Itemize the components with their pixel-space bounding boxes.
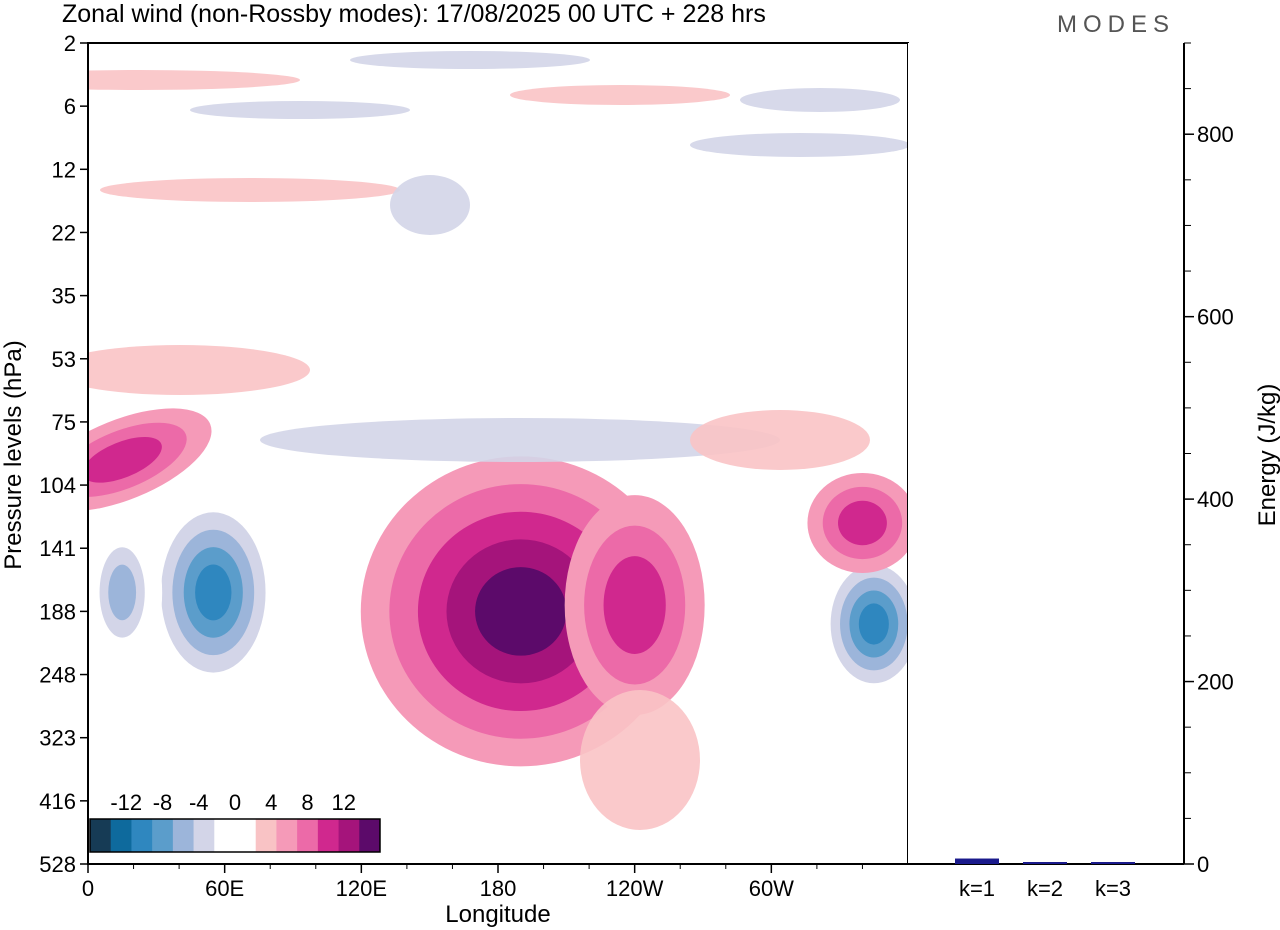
x-axis-label: Longitude	[445, 901, 550, 928]
y-tick-label: 75	[52, 410, 76, 435]
colorbar-swatch	[317, 819, 340, 852]
colorbar-label: 4	[265, 790, 277, 815]
y-tick-label: 141	[39, 536, 76, 561]
y-axis: 2 6 12 22 35 53 75 104 141 188 248 323 416 528	[39, 31, 88, 877]
contour-band	[108, 564, 137, 621]
wind-feature	[811, 539, 908, 709]
y-axis-label: Pressure levels (hPa)	[0, 340, 27, 569]
colorbar: -12 -8 -4 0 4 8 12	[89, 790, 381, 853]
contour-streak	[350, 51, 590, 69]
colorbar-swatch	[255, 819, 277, 852]
colorbar-label: -12	[110, 790, 142, 815]
x-tick-label: 60E	[205, 876, 244, 901]
contour-band	[88, 436, 162, 483]
colorbar-swatch	[90, 819, 112, 852]
x-tick-label: 120E	[336, 876, 387, 901]
y-tick-label: 6	[64, 94, 76, 119]
energy-panel: 0 200 400 600 800 k=1 k=2 k=3	[908, 42, 1234, 901]
energy-bar	[955, 858, 999, 864]
energy-tick-label: 400	[1197, 487, 1234, 512]
energy-tick-label: 200	[1197, 670, 1234, 695]
colorbar-swatch	[193, 819, 215, 852]
contour-band	[603, 556, 666, 654]
energy-tick-label: 800	[1197, 122, 1234, 147]
y-tick-label: 323	[39, 726, 76, 751]
y-tick-label: 188	[39, 599, 76, 624]
colorbar-swatch	[359, 819, 381, 852]
colorbar-frame	[89, 818, 381, 853]
modes-logo: MODES	[1057, 11, 1175, 38]
contour-band	[858, 603, 889, 645]
energy-bar-label: k=2	[1027, 876, 1063, 901]
colorbar-swatch	[235, 819, 257, 852]
colorbar-label: 12	[332, 790, 356, 815]
contour-streak	[390, 175, 470, 235]
colorbar-label: 0	[229, 790, 241, 815]
contour-band	[838, 500, 887, 546]
contour-streak	[190, 101, 410, 119]
chart-title: Zonal wind (non-Rossby modes): 17/08/202…	[62, 0, 766, 28]
energy-bar-label: k=1	[959, 876, 995, 901]
wind-feature	[807, 472, 908, 573]
energy-bar-label: k=3	[1095, 876, 1131, 901]
wind-contour-field	[88, 51, 908, 830]
contour-streak	[690, 410, 870, 470]
colorbar-swatch	[110, 819, 132, 852]
y-tick-label: 528	[39, 852, 76, 877]
colorbar-swatch	[297, 819, 319, 852]
y-tick-label: 12	[52, 157, 76, 182]
colorbar-label: 8	[301, 790, 313, 815]
contour-streak	[510, 85, 730, 105]
energy-bar	[1091, 862, 1135, 864]
contour-streak	[580, 690, 700, 830]
energy-axis-label: Energy (J/kg)	[1254, 384, 1280, 527]
x-tick-label: 0	[82, 876, 94, 901]
colorbar-swatch	[131, 819, 153, 852]
y-tick-label: 2	[64, 31, 76, 56]
energy-tick-label: 0	[1197, 852, 1209, 877]
colorbar-swatch	[214, 819, 236, 852]
y-tick-label: 104	[39, 473, 76, 498]
wind-feature	[88, 408, 212, 512]
y-tick-label: 22	[52, 220, 76, 245]
y-tick-label: 35	[52, 284, 76, 309]
y-tick-label: 248	[39, 663, 76, 688]
y-tick-label: 53	[52, 347, 76, 372]
colorbar-swatch	[338, 819, 360, 852]
contour-band	[195, 564, 232, 621]
wind-feature	[564, 495, 705, 716]
contour-streak	[260, 418, 780, 462]
colorbar-swatch	[152, 819, 174, 852]
energy-tick-label: 600	[1197, 305, 1234, 330]
contour-band	[475, 567, 567, 656]
wind-feature	[88, 512, 163, 673]
contour-streak	[690, 133, 908, 157]
colorbar-swatch	[172, 819, 195, 852]
x-tick-label: 120W	[606, 876, 664, 901]
contour-streak	[88, 70, 300, 90]
colorbar-label: -8	[153, 790, 173, 815]
colorbar-label: -4	[189, 790, 209, 815]
energy-bar	[1023, 862, 1067, 864]
contour-streak	[740, 88, 900, 112]
x-tick-label: 60W	[749, 876, 794, 901]
x-tick-label: 180	[480, 876, 517, 901]
wind-feature	[138, 477, 289, 708]
contour-streak	[88, 345, 310, 395]
colorbar-swatch	[276, 819, 298, 852]
x-axis: 0 60E 120E 180 120W 60W	[82, 864, 863, 901]
y-tick-label: 416	[39, 789, 76, 814]
contour-streak	[100, 178, 400, 202]
